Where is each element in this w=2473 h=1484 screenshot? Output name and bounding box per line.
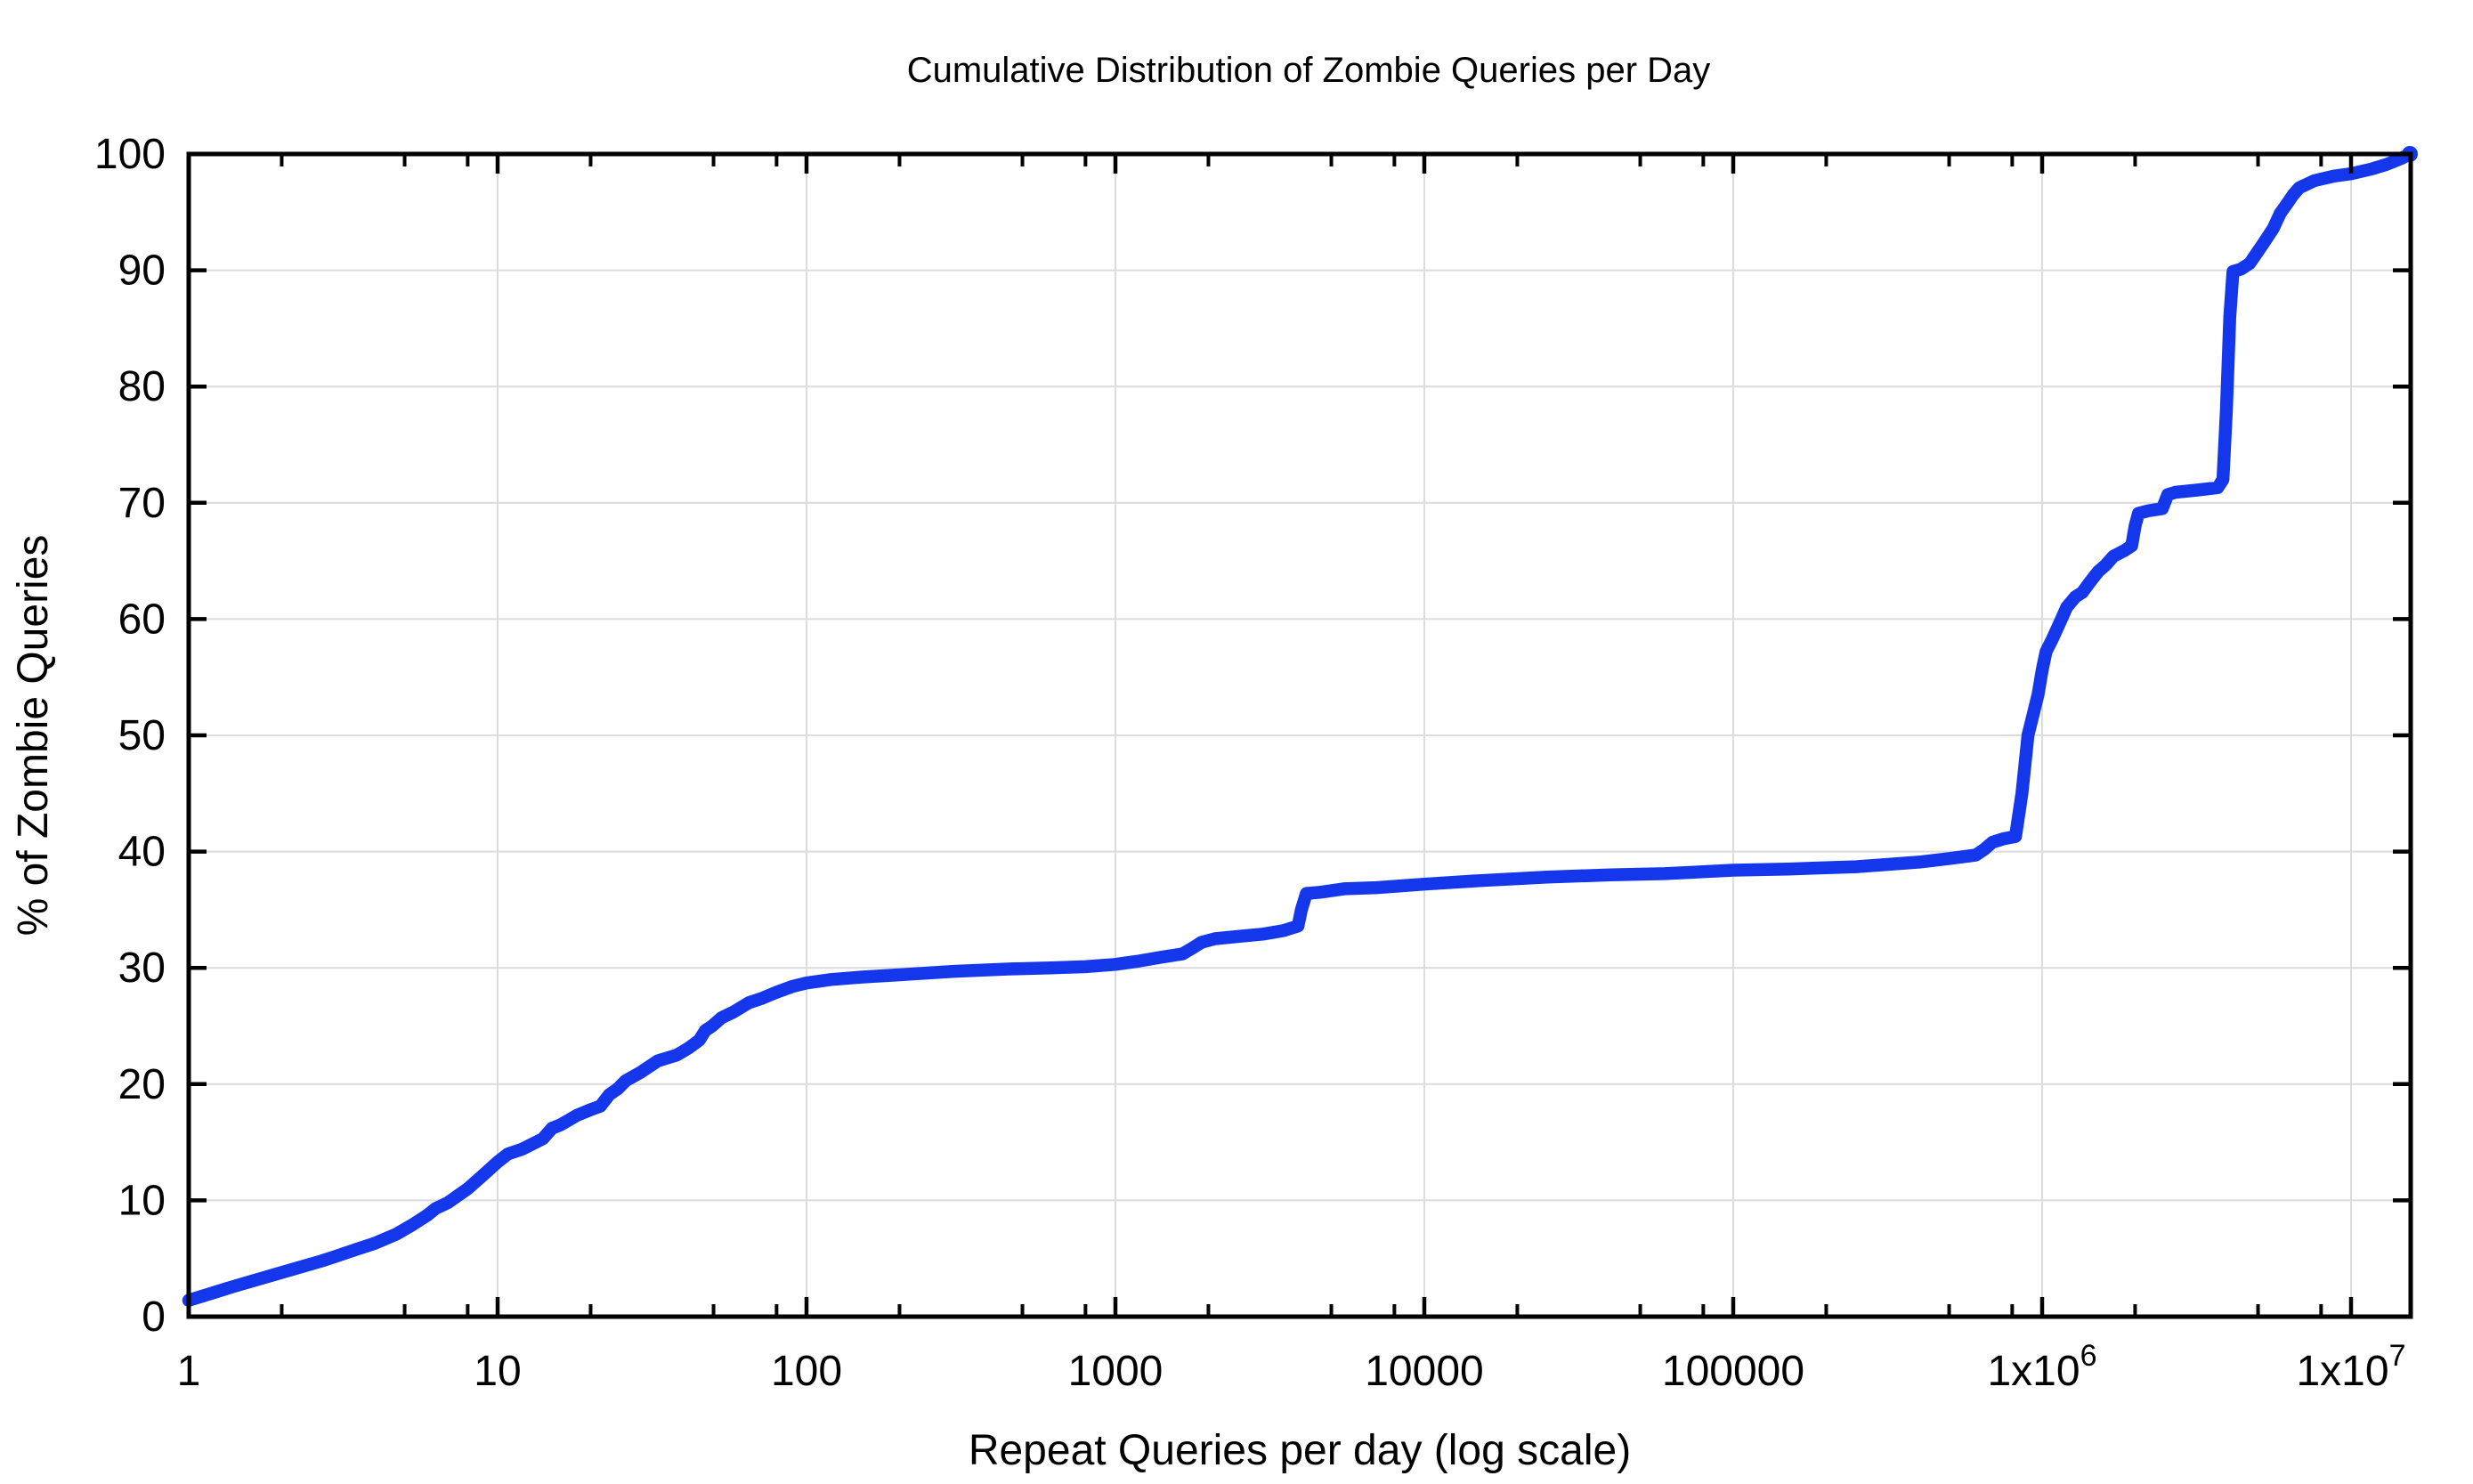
y-tick-label: 10 [118, 1177, 166, 1224]
y-tick-label: 100 [94, 131, 166, 178]
y-tick-label: 70 [118, 480, 166, 527]
y-tick-label: 20 [118, 1061, 166, 1108]
cdf-curve [182, 147, 2417, 1307]
x-tick-label: 1x106 [1987, 1339, 2096, 1395]
plot-frame [186, 151, 2413, 1319]
y-tick-label: 50 [118, 712, 166, 759]
x-tick-label: 10000 [1365, 1348, 1483, 1395]
y-tick-label: 30 [118, 945, 166, 992]
x-tick-label: 1x107 [2296, 1339, 2405, 1395]
x-tick-label: 1000 [1068, 1348, 1164, 1395]
x-tick-label: 100 [771, 1348, 842, 1395]
y-tick-label: 0 [142, 1293, 166, 1341]
x-tick-label: 100000 [1662, 1348, 1804, 1395]
y-tick-label: 60 [118, 596, 166, 643]
data-series [182, 146, 2419, 1307]
y-tick-label: 40 [118, 829, 166, 876]
x-tick-label: 10 [474, 1348, 521, 1395]
chart-title: Cumulative Distribution of Zombie Querie… [907, 51, 1711, 90]
y-tick-label: 90 [118, 247, 166, 295]
tick-labels: 1 10 100 1000 10000 100000 1x106 1x107 0 10 20 30 40… [94, 131, 2406, 1395]
x-tick-label: 1 [177, 1348, 201, 1395]
x-axis-label: Repeat Queries per day (log scale) [969, 1427, 1631, 1474]
gridlines [189, 154, 2411, 1317]
y-axis-label: % of Zombie Queries [10, 535, 57, 937]
y-tick-label: 80 [118, 363, 166, 410]
